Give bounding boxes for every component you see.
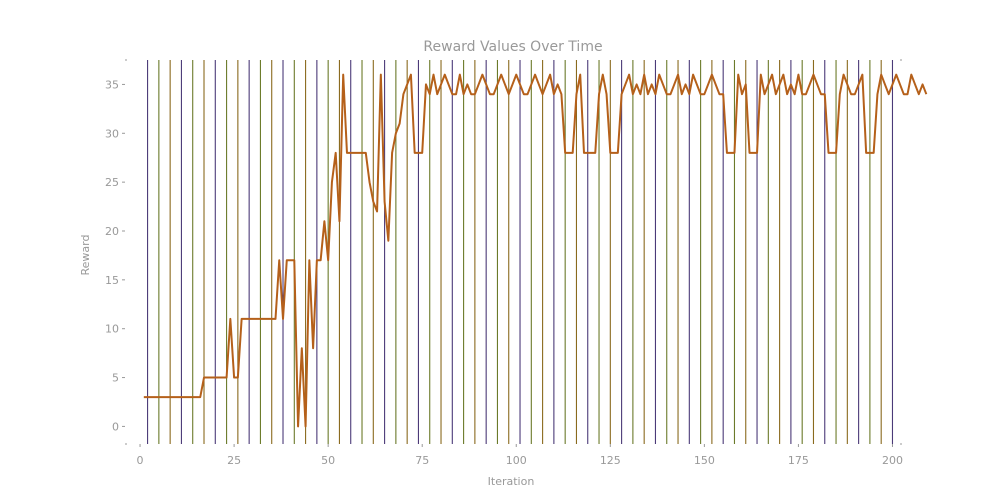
series-group xyxy=(143,73,928,428)
y-tick-label: 30 xyxy=(105,127,119,140)
y-tick-label: 10 xyxy=(105,323,119,336)
x-tick-label: 175 xyxy=(788,454,809,467)
y-tick-label: 25 xyxy=(105,176,119,189)
x-tick-label: 200 xyxy=(882,454,903,467)
x-tick-label: 0 xyxy=(137,454,144,467)
x-axis-ticks: 0 25 50 75 100 125 150 175 200 xyxy=(137,444,903,467)
series-line xyxy=(143,73,928,428)
y-tick-label: 20 xyxy=(105,225,119,238)
x-axis-label: Iteration xyxy=(488,475,535,488)
x-tick-label: 150 xyxy=(694,454,715,467)
y-tick-label: 15 xyxy=(105,274,119,287)
x-tick-label: 100 xyxy=(506,454,527,467)
y-tick-label: 5 xyxy=(112,372,119,385)
x-tick-label: 25 xyxy=(227,454,241,467)
x-tick-label: 75 xyxy=(415,454,429,467)
chart-title: Reward Values Over Time xyxy=(423,39,602,55)
x-tick-label: 125 xyxy=(600,454,621,467)
vertical-marker-lines xyxy=(147,60,894,444)
y-axis-label: Reward xyxy=(79,235,92,276)
y-axis-ticks: 0 5 10 15 20 25 30 35 xyxy=(105,78,125,433)
corner-ticks xyxy=(125,59,902,445)
y-tick-label: 0 xyxy=(112,420,119,433)
x-tick-label: 50 xyxy=(321,454,335,467)
y-tick-label: 35 xyxy=(105,78,119,91)
